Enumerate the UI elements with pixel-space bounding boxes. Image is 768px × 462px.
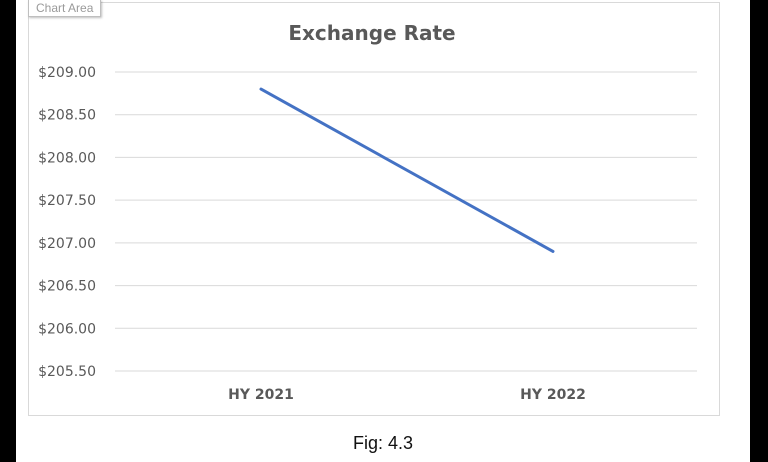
y-tick-label: $208.00	[38, 150, 96, 166]
x-tick-label: HY 2022	[520, 387, 586, 403]
y-tick-label: $205.50	[38, 364, 96, 380]
y-tick-label: $209.00	[38, 65, 96, 81]
y-tick-label: $207.50	[38, 193, 96, 209]
chart-area-tooltip: Chart Area	[28, 0, 102, 17]
chart-area[interactable]	[28, 2, 720, 416]
x-tick-label: HY 2021	[228, 387, 294, 403]
y-tick-label: $206.50	[38, 279, 96, 295]
figure-caption: Fig: 4.3	[352, 433, 414, 453]
y-tick-label: $207.00	[38, 236, 96, 252]
series-line[interactable]	[259, 87, 555, 253]
y-tick-label: $206.00	[38, 321, 96, 337]
chart-title: Exchange Rate	[288, 21, 455, 45]
y-tick-label: $208.50	[38, 108, 96, 124]
